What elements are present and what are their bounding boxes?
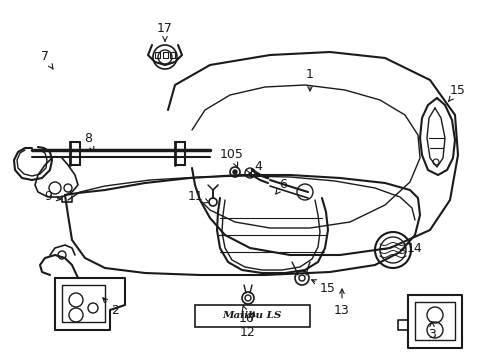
Text: 3: 3: [427, 322, 435, 342]
Text: 11: 11: [188, 190, 209, 203]
Text: 16: 16: [239, 306, 254, 324]
Text: 13: 13: [333, 289, 349, 316]
Text: 14: 14: [400, 242, 422, 255]
Text: 8: 8: [84, 131, 94, 151]
Text: 105: 105: [220, 148, 244, 167]
Text: 15: 15: [447, 84, 465, 102]
Text: 4: 4: [250, 161, 262, 177]
Text: 9: 9: [44, 190, 61, 203]
Text: 15: 15: [311, 280, 335, 294]
Circle shape: [232, 170, 237, 174]
Text: 12: 12: [240, 312, 255, 339]
Text: 1: 1: [305, 68, 313, 91]
Text: 6: 6: [275, 179, 286, 194]
Text: 7: 7: [41, 50, 53, 69]
Text: Malibu LS: Malibu LS: [222, 311, 281, 320]
Bar: [195, 305, 309, 327]
Text: 2: 2: [102, 298, 119, 316]
Text: 17: 17: [157, 22, 173, 41]
